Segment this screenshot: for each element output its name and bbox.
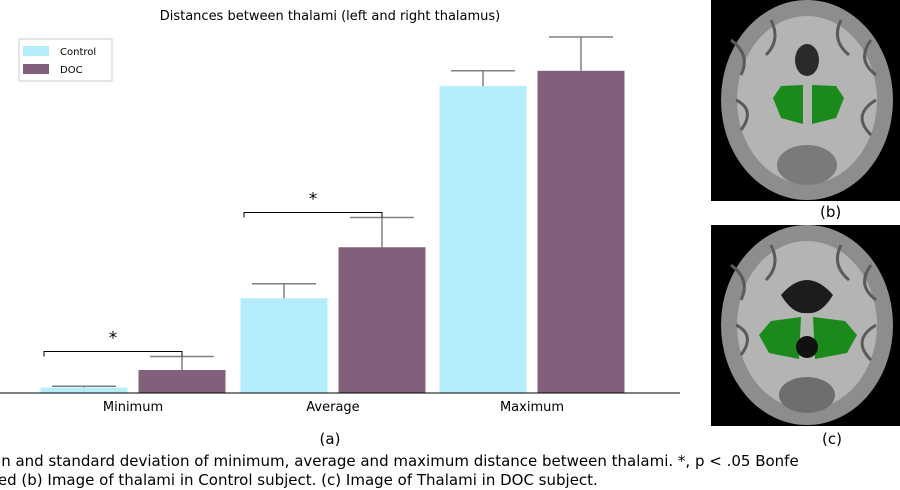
legend-swatch-doc: [23, 64, 49, 74]
plot-area: [40, 36, 625, 394]
mri-slice-control: [721, 0, 893, 200]
significance-bracket-minimum: [43, 350, 183, 357]
chart-legend: Control DOC: [18, 38, 113, 82]
legend-label-doc: DOC: [60, 65, 83, 76]
significance-bracket-average: [243, 211, 383, 218]
bar-chart: Distances between thalami (left and righ…: [0, 9, 680, 448]
bar-control-average: [240, 298, 328, 393]
figure-caption-line-2: ted (b) Image of thalami in Control subj…: [0, 471, 598, 489]
mri-image-control: [711, 0, 900, 201]
brainstem: [777, 145, 837, 185]
panel-b-label: (b): [820, 203, 842, 221]
bar-control-maximum: [439, 86, 527, 394]
thalamus-left-overlay: [759, 317, 801, 359]
panel-c-label: (c): [822, 430, 842, 448]
sulci: [730, 19, 877, 137]
white-matter: [737, 16, 877, 184]
significance-marker-minimum: *: [109, 328, 118, 348]
sulci: [730, 244, 877, 362]
panel-a-label: (a): [320, 430, 341, 448]
bar-doc-maximum: [537, 70, 625, 394]
brainstem: [779, 377, 835, 413]
figure-caption-line-1: an and standard deviation of minimum, av…: [0, 452, 799, 470]
enlarged-ventricles: [781, 280, 833, 314]
thalamus-right-overlay: [813, 317, 857, 359]
ventricle: [795, 44, 819, 76]
third-ventricle: [796, 336, 818, 358]
x-tick-label-minimum: Minimum: [103, 400, 163, 415]
x-tick-label-average: Average: [306, 400, 359, 415]
white-matter: [737, 241, 877, 409]
mri-slice-doc: [721, 225, 893, 425]
mri-image-doc: [711, 225, 900, 426]
bar-doc-minimum: [138, 369, 226, 393]
bar-doc-average: [338, 247, 426, 393]
x-tick-label-maximum: Maximum: [500, 400, 564, 415]
thalamus-right-overlay: [812, 85, 844, 124]
bar-control-minimum: [40, 387, 128, 393]
legend-label-control: Control: [60, 47, 96, 58]
thalamus-left-overlay: [773, 85, 803, 124]
chart-title: Distances between thalami (left and righ…: [160, 9, 501, 24]
legend-swatch-control: [23, 46, 49, 56]
significance-marker-average: *: [309, 189, 318, 209]
